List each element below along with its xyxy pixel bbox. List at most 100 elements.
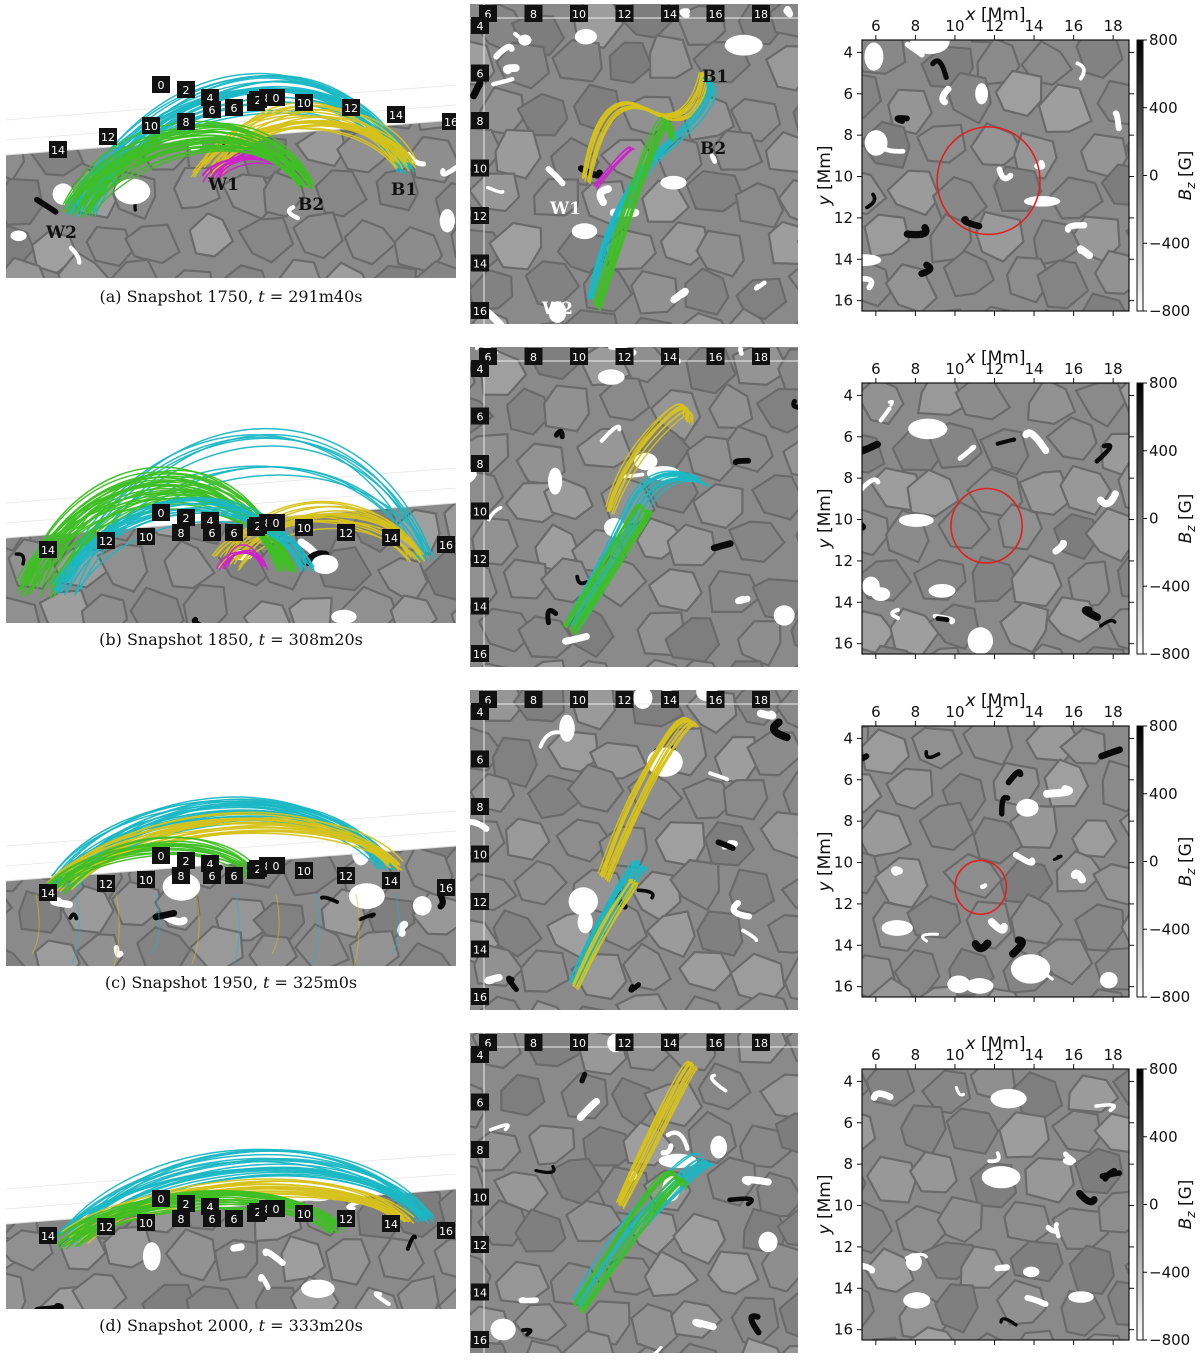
svg-text:12: 12 xyxy=(618,1037,632,1050)
svg-text:6: 6 xyxy=(209,870,216,883)
perspective-tick: 16 xyxy=(442,113,456,130)
svg-text:14: 14 xyxy=(384,532,398,545)
svg-text:0: 0 xyxy=(273,860,280,873)
bz-y-axis-label: y [Mm] xyxy=(815,489,835,550)
granule-cell xyxy=(1018,470,1073,516)
granule-cell xyxy=(778,1291,798,1338)
positive-flux-patch xyxy=(416,806,427,812)
top-view-x-tick: 10 xyxy=(570,1034,588,1051)
highlight-circle xyxy=(954,859,1008,916)
granule-cell xyxy=(722,778,769,821)
granule-cell xyxy=(1084,645,1125,654)
granule-cell xyxy=(1120,912,1129,945)
positive-flux-patch xyxy=(142,1242,161,1271)
granule-cell xyxy=(117,375,160,420)
positive-flux-patch xyxy=(878,406,892,423)
granule-cell xyxy=(777,178,798,221)
granule-cell xyxy=(893,948,941,997)
bz-y-tick-label: 16 xyxy=(834,1321,853,1339)
svg-text:12: 12 xyxy=(473,1239,487,1252)
svg-text:12: 12 xyxy=(618,351,632,364)
granule-cell xyxy=(630,269,679,315)
granule-cell xyxy=(1117,460,1129,510)
svg-text:0: 0 xyxy=(158,79,165,92)
positive-flux-patch xyxy=(679,8,691,19)
granule-cell xyxy=(1125,141,1129,160)
granule-cell xyxy=(864,0,908,36)
granule-cell xyxy=(865,1155,917,1204)
footpoint-label-b1: B1 xyxy=(702,67,728,87)
svg-text:6: 6 xyxy=(209,1213,216,1226)
positive-flux-patch xyxy=(724,34,763,56)
svg-text:12: 12 xyxy=(339,527,353,540)
svg-text:14: 14 xyxy=(473,944,487,957)
positive-flux-patch xyxy=(1043,785,1073,798)
bz-y-tick-label: 12 xyxy=(834,1238,853,1256)
granule-cell xyxy=(782,770,798,817)
bz-colorbar-tick-label: 800 xyxy=(1149,31,1178,49)
granule-cell xyxy=(263,716,304,756)
svg-text:6: 6 xyxy=(209,527,216,540)
granule-cell xyxy=(450,216,456,264)
granule-cell xyxy=(916,123,967,164)
bz-x-tick-label: 16 xyxy=(1064,1046,1083,1064)
granule-cell xyxy=(168,269,215,278)
bz-y-tick-label: 10 xyxy=(834,1197,853,1215)
bz-y-tick-label: 16 xyxy=(834,978,853,996)
granule-cell xyxy=(995,1279,1048,1326)
bz-axes-frame xyxy=(861,725,1130,998)
granule-cell xyxy=(706,1250,760,1295)
granule-cell xyxy=(862,258,892,308)
perspective-tick: 6 xyxy=(225,867,243,884)
top-view-y-tick: 12 xyxy=(471,893,489,910)
svg-text:0: 0 xyxy=(273,517,280,530)
granule-cell xyxy=(672,1212,727,1266)
svg-text:4: 4 xyxy=(477,1049,484,1062)
positive-flux-patch xyxy=(490,1318,516,1341)
top-view-y-tick: 16 xyxy=(471,1331,489,1348)
granule-cell xyxy=(292,211,344,260)
caption-snapshot: (a) Snapshot 1750, xyxy=(99,287,259,306)
svg-text:10: 10 xyxy=(572,694,586,707)
positive-flux-patch xyxy=(412,896,432,916)
bz-y-tick-label: 10 xyxy=(834,511,853,529)
panel-caption: (d) Snapshot 2000, t = 333m20s xyxy=(6,1316,456,1335)
granule-cell xyxy=(862,851,881,895)
positive-flux-patch xyxy=(980,883,988,890)
granule-cell xyxy=(862,772,883,814)
bz-colorbar-label: Bz [G] xyxy=(1176,837,1198,887)
granule-cell xyxy=(311,716,360,719)
caption-snapshot: (c) Snapshot 1950, xyxy=(104,973,263,992)
granule-cell xyxy=(1111,1069,1129,1106)
svg-text:8: 8 xyxy=(178,527,185,540)
granule-cell xyxy=(221,264,272,278)
figure-row: 024664280101214161412108W1B2B1W2(a) Snap… xyxy=(0,0,1200,340)
bz-map-panel: 6 8 10 12 14 16 18 4 6 8 10 12 14 16 x [Mm] y [Mm] 800 40… xyxy=(812,686,1200,1016)
granule-cell xyxy=(1118,383,1129,413)
svg-text:8: 8 xyxy=(530,694,537,707)
positive-flux-patch xyxy=(903,1292,931,1309)
granule-cell xyxy=(6,417,35,465)
granule-cell xyxy=(666,523,717,567)
positive-flux-patch xyxy=(439,209,455,233)
granule-cell xyxy=(92,419,143,464)
svg-text:8: 8 xyxy=(530,1037,537,1050)
granule-cell xyxy=(422,550,456,601)
negative-flux-patch xyxy=(715,839,736,851)
granule-cell xyxy=(166,1059,215,1088)
granule-cell xyxy=(109,258,163,278)
granule-cell xyxy=(1068,1244,1115,1295)
panel-caption: (b) Snapshot 1850, t = 308m20s xyxy=(6,630,456,649)
panel-caption: (c) Snapshot 1950, t = 325m0s xyxy=(6,973,456,992)
granule-cell xyxy=(696,910,744,957)
perspective-tick: 6 xyxy=(225,524,243,541)
negative-flux-patch xyxy=(930,58,949,81)
granule-cell xyxy=(6,1059,49,1061)
negative-flux-patch xyxy=(748,1313,762,1336)
negative-flux-patch xyxy=(727,1196,754,1207)
bz-colorbar-label: Bz [G] xyxy=(1176,151,1198,201)
top-view-y-tick: 16 xyxy=(471,302,489,319)
granule-cell xyxy=(374,0,415,37)
footpoint-label-w2: W2 xyxy=(541,299,573,319)
